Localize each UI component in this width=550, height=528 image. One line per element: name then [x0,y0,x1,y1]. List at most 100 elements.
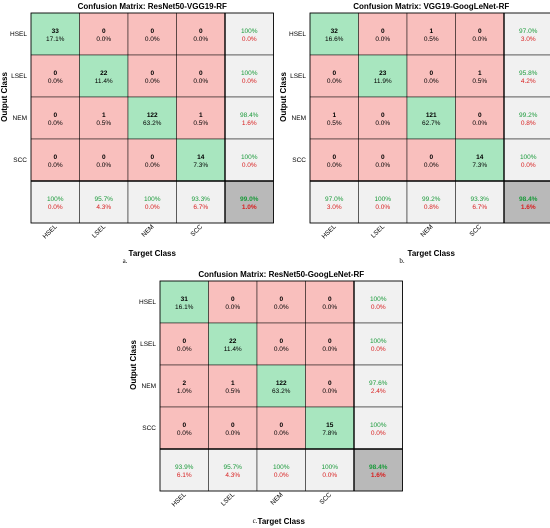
matrix-cell [79,12,129,56]
cell-percent: 1.0% [177,388,192,395]
row-error: 0.0% [371,346,386,353]
overall-accuracy-cell [503,180,550,224]
cell-percent: 0.0% [274,304,289,311]
matrix-cell [159,406,209,450]
matrix-cell [305,280,355,324]
matrix-cell [455,54,505,98]
confusion-matrix-1: Confusion Matrix: ResNet50-VGG19-RF3317.… [0,2,274,265]
cell-percent: 16.6% [325,36,344,43]
matrix-cell [406,54,456,98]
y-tick-label: LSEL [290,73,306,80]
x-tick-label: LSEL [370,223,386,239]
matrix-cell [208,364,258,408]
cell-percent: 0.0% [193,78,208,85]
matrix-cell [309,54,359,98]
row-summary-cell [353,406,403,450]
matrix-frame [30,12,274,224]
cell-count: 31 [181,296,189,303]
cell-percent: 0.5% [472,78,487,85]
cell-count: 122 [147,112,158,119]
y-tick-label: HSEL [289,31,306,38]
overall-accuracy: 99.0% [240,196,259,203]
cell-percent: 0.0% [193,36,208,43]
x-tick-label: HSEL [171,491,188,508]
cell-percent: 0.5% [424,36,439,43]
cell-count: 0 [53,154,57,161]
cell-count: 0 [478,28,482,35]
column-recall: 93.3% [471,196,490,203]
row-summary-cell [503,138,550,182]
cell-count: 0 [478,112,482,119]
cell-percent: 0.0% [327,162,342,169]
cell-percent: 0.0% [48,78,63,85]
matrix-cell [309,138,359,182]
cell-count: 0 [328,338,332,345]
confusion-matrix-3: Confusion Matrix: ResNet50-GoogLeNet-RF 3… [129,270,403,526]
chart-title: Confusion Matrix: VGG19-GoogLeNet-RF [353,2,509,11]
row-summary-cell [503,54,550,98]
matrix-cell [127,138,177,182]
column-summary-cell [127,180,177,224]
cell-count: 0 [381,28,385,35]
cell-count: 1 [231,380,235,387]
row-error: 0.0% [371,430,386,437]
cell-count: 23 [379,70,387,77]
column-recall: 99.2% [422,196,441,203]
row-precision: 100% [370,338,387,345]
y-tick-label: SCC [13,157,27,164]
cell-count: 15 [326,422,334,429]
column-error: 3.0% [327,204,342,211]
cell-count: 0 [279,338,283,345]
row-precision: 100% [241,70,258,77]
matrix-frame [159,280,403,492]
cell-count: 0 [429,154,433,161]
row-summary-cell [353,364,403,408]
cell-percent: 0.5% [193,120,208,127]
cell-percent: 62.7% [422,120,441,127]
column-error: 4.3% [96,204,111,211]
column-recall: 100% [321,464,338,471]
matrix-cell [79,96,129,140]
column-error: 4.3% [225,472,240,479]
row-error: 4.2% [521,78,536,85]
matrix-cell [79,138,129,182]
overall-accuracy-cell [224,180,274,224]
matrix-cell [305,322,355,366]
column-recall: 97.0% [325,196,344,203]
x-tick-label: SCC [319,491,334,506]
cell-percent: 11.4% [224,346,242,353]
cell-percent: 0.0% [327,78,342,85]
cell-percent: 17.1% [46,36,65,43]
column-error: 0.0% [274,472,289,479]
cell-percent: 0.0% [375,162,390,169]
confusion-matrix-2: Confusion Matrix: VGG19-GoogLeNet-RF3216… [279,2,550,265]
y-tick-label: NEM [13,115,27,122]
cell-percent: 0.0% [375,120,390,127]
y-tick-label: NEM [142,383,156,390]
cell-percent: 0.0% [274,430,289,437]
cell-count: 33 [52,28,60,35]
y-tick-label: HSEL [139,299,156,306]
column-recall: 95.7% [95,196,114,203]
matrix-cell [455,138,505,182]
cell-count: 0 [328,380,332,387]
row-precision: 100% [241,154,258,161]
subfigure-caption: c. [253,517,258,525]
cell-percent: 0.5% [327,120,342,127]
matrix-cell [455,12,505,56]
column-recall: 93.9% [175,464,194,471]
cell-count: 0 [53,112,57,119]
cell-count: 0 [182,338,186,345]
matrix-cell [406,138,456,182]
row-error: 3.0% [521,36,536,43]
cell-count: 0 [102,154,106,161]
matrix-cell [176,96,226,140]
row-summary-cell [224,54,274,98]
y-tick-label: LSEL [140,341,156,348]
cell-count: 0 [150,154,154,161]
cell-count: 1 [102,112,106,119]
row-summary-cell [224,12,274,56]
y-tick-label: HSEL [10,31,27,38]
x-tick-label: SCC [190,223,205,238]
y-axis-label: Output Class [129,340,138,390]
